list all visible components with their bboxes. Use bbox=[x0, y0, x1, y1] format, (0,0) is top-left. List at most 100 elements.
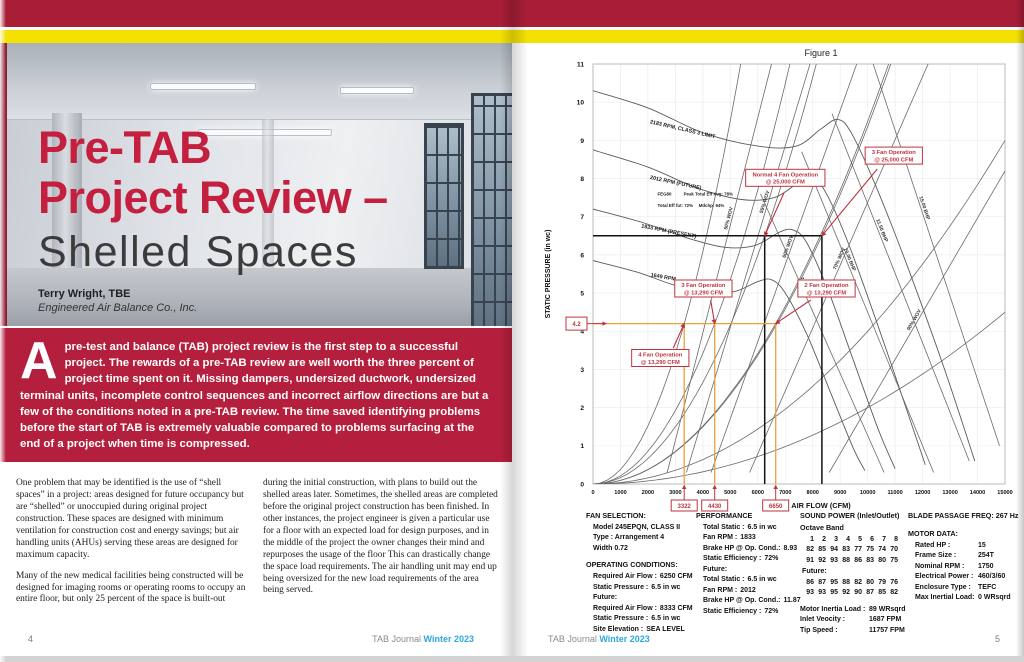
octave-band-cell: 70 bbox=[890, 546, 898, 554]
row-label: Motor Inertia Load : bbox=[800, 605, 866, 613]
row-label: Width 0.72 bbox=[593, 544, 628, 552]
flow-marker: 3322 bbox=[670, 484, 698, 512]
y-tick-label: 10 bbox=[577, 100, 585, 107]
wov-line bbox=[828, 170, 1005, 473]
flow-marker: 4430 bbox=[701, 484, 729, 512]
annotation-arrow bbox=[764, 192, 785, 237]
performance-heading: PERFORMANCE bbox=[696, 511, 753, 520]
row-label: Required Air Flow : bbox=[593, 573, 657, 581]
annotation-arrow bbox=[710, 299, 717, 325]
rpm-curve bbox=[593, 149, 926, 466]
figure-1-fan-curve-chart: Figure 1 0 1 2 3 4 5 6 7 8 9 10 11 0 1000 2000 3000 4000 5… bbox=[545, 48, 1013, 512]
octave-band-cell: 91 bbox=[806, 556, 814, 564]
octave-band-cell: 4 bbox=[846, 535, 850, 543]
table-row: Brake HP @ Op. Cond.: 11.87 bbox=[696, 596, 801, 607]
table-row: Electrical Power : 460/3/60 bbox=[908, 572, 1020, 583]
y-tick-label: 6 bbox=[580, 252, 584, 259]
table-row: Width 0.72 bbox=[586, 544, 694, 555]
table-row: Static Efficiency :72% bbox=[696, 607, 798, 618]
fan-selection-panel: FAN SELECTION: Model 245EPQN, CLASS II Typ… bbox=[586, 511, 694, 635]
wov-line bbox=[749, 64, 929, 473]
right-page: Figure 1 0 1 2 3 4 5 6 7 8 9 10 11 0 1000 2000 3000 4000 5… bbox=[512, 0, 1024, 662]
octave-band-cell: 77 bbox=[854, 546, 862, 554]
row-label: Rated HP : bbox=[915, 541, 951, 549]
octave-band-cell: 88 bbox=[842, 556, 850, 564]
octave-band-cell: 85 bbox=[818, 546, 826, 554]
system-curve bbox=[593, 64, 890, 484]
intro-block: A pre-test and balance (TAB) project rev… bbox=[0, 328, 512, 462]
row-label: Future: bbox=[703, 565, 728, 573]
y-tick-label: 7 bbox=[580, 214, 584, 221]
row-label: Electrical Power : bbox=[915, 573, 974, 581]
annotation-line1: 2 Fan Operation bbox=[804, 283, 849, 289]
sound-power-panel: SOUND POWER (Inlet/Outlet) Octave Band 1 2 3… bbox=[800, 511, 906, 636]
bhp-line bbox=[801, 151, 934, 473]
flow-marker-value: 6650 bbox=[769, 504, 783, 510]
author-block: Terry Wright, TBE Engineered Air Balance… bbox=[38, 288, 197, 314]
figure-title: Figure 1 bbox=[804, 48, 837, 58]
system-curve bbox=[593, 311, 1005, 484]
row-label: Max Inertial Load: bbox=[915, 594, 975, 602]
pressure-marker-box bbox=[565, 316, 588, 331]
flow-marker-box bbox=[701, 499, 729, 512]
top-yellow-band bbox=[0, 30, 1024, 43]
row-value: 6.5 in wc bbox=[651, 583, 681, 591]
table-row: Static Efficiency :72% bbox=[696, 554, 798, 565]
octave-band-cell: 93 bbox=[806, 589, 814, 597]
operation-annotation: 4 Fan Operation@ 13,290 CFM bbox=[631, 322, 690, 367]
row-label: Required Air Flow : bbox=[593, 604, 657, 612]
author-organization: Engineered Air Balance Co., Inc. bbox=[38, 302, 198, 314]
table-row: Max Inertial Load: 0 WRsqrd bbox=[908, 593, 1020, 604]
octave-band-row: 82 85 94 83 77 75 74 70 bbox=[800, 545, 906, 556]
paragraph: Many of the new medical facilities being… bbox=[16, 570, 246, 605]
title-line-2: Project Review – bbox=[38, 172, 388, 224]
y-tick-label: 9 bbox=[580, 138, 584, 145]
article-title: Pre-TAB Project Review – Shelled Spaces bbox=[38, 122, 388, 277]
operation-annotation: 2 Fan Operation@ 13,290 CFM bbox=[774, 279, 856, 325]
blade-passage-value: 267 Hz bbox=[995, 511, 1019, 520]
page-right-edge bbox=[1016, 0, 1024, 662]
octave-band-cell: 1 bbox=[810, 535, 814, 543]
wov-line bbox=[686, 64, 811, 473]
octave-band-cell: 80 bbox=[866, 578, 874, 586]
octave-band-cell: 82 bbox=[854, 578, 862, 586]
motor-data-panel: BLADE PASSAGE FREQ: 267 Hz MOTOR DATA: Rate… bbox=[908, 511, 1020, 604]
row-value: 0 WRsqrd bbox=[978, 594, 1011, 602]
annotation-line1: 3 Fan Operation bbox=[872, 150, 917, 156]
body-column-2: during the initial construction, with pl… bbox=[263, 478, 498, 615]
pillar bbox=[262, 119, 274, 269]
x-axis-title: AIR FLOW (CFM) bbox=[791, 501, 851, 510]
bhp-line bbox=[872, 64, 1000, 446]
octave-band-cell: 74 bbox=[878, 546, 886, 554]
flow-marker-box bbox=[670, 499, 698, 512]
octave-band-cell: 92 bbox=[818, 556, 826, 564]
title-subtitle: Shelled Spaces bbox=[38, 227, 358, 276]
octave-band-cell: 83 bbox=[842, 546, 850, 554]
x-tick-label: 1000 bbox=[614, 490, 626, 496]
plot-border bbox=[592, 63, 1006, 485]
row-label: Enclosure Type : bbox=[915, 583, 971, 591]
table-row: Required Air Flow :8333 CFM bbox=[586, 604, 694, 615]
blade-passage-row: BLADE PASSAGE FREQ: 267 Hz bbox=[908, 511, 1020, 522]
octave-band-heading: Octave Band bbox=[800, 522, 844, 532]
x-tick-label: 15000 bbox=[997, 490, 1013, 496]
bhp-line bbox=[831, 113, 970, 462]
wov-label: 55% WOV bbox=[759, 189, 772, 214]
x-tick-label: 7000 bbox=[779, 490, 791, 496]
annotation-line1: Normal 4 Fan Operation bbox=[752, 172, 818, 178]
octave-band-cell: 75 bbox=[866, 546, 874, 554]
performance-panel: PERFORMANCE Total Static :6.5 in wc Fan RP… bbox=[696, 511, 801, 618]
window bbox=[471, 93, 512, 326]
x-tick-label: 13000 bbox=[942, 490, 958, 496]
rpm-curve-label: 2183 RPM, CLASS 3 LIMIT bbox=[649, 119, 716, 140]
annotation-arrow bbox=[672, 322, 685, 349]
octave-band-row: 91 92 93 88 86 83 80 75 bbox=[800, 556, 906, 567]
table-row: Required Air Flow :6250 CFM bbox=[586, 572, 694, 583]
x-tick-label: 12000 bbox=[915, 490, 931, 496]
bhp-label: 15.00 BHP bbox=[917, 196, 931, 222]
annotation-box bbox=[745, 168, 826, 187]
table-row: Future: bbox=[586, 593, 694, 604]
operating-conditions-heading: OPERATING CONDITIONS: bbox=[586, 560, 678, 570]
row-value: 72% bbox=[764, 607, 779, 615]
